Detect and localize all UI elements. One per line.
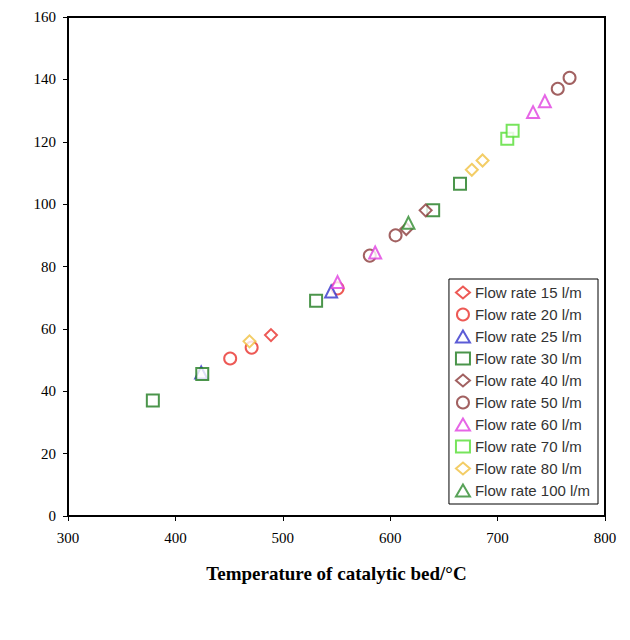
svg-text:Temperature of catalytic bed/°: Temperature of catalytic bed/°C: [206, 563, 466, 584]
svg-text:100: 100: [34, 196, 57, 212]
svg-text:Flow rate 80 l/m: Flow rate 80 l/m: [475, 460, 582, 477]
svg-text:Flow rate 25 l/m: Flow rate 25 l/m: [475, 328, 582, 345]
svg-text:Flow rate 50 l/m: Flow rate 50 l/m: [475, 394, 582, 411]
svg-text:Flow rate 30 l/m: Flow rate 30 l/m: [475, 350, 582, 367]
svg-text:Flow rate 100 l/m: Flow rate 100 l/m: [475, 482, 590, 499]
svg-text:60: 60: [41, 321, 56, 337]
svg-text:Flow rate 60 l/m: Flow rate 60 l/m: [475, 416, 582, 433]
svg-text:80: 80: [41, 259, 56, 275]
svg-text:500: 500: [272, 530, 295, 546]
svg-text:160: 160: [34, 9, 57, 25]
svg-text:700: 700: [486, 530, 509, 546]
svg-text:Flow rate 40 l/m: Flow rate 40 l/m: [475, 372, 582, 389]
svg-text:120: 120: [34, 134, 57, 150]
svg-text:40: 40: [41, 383, 56, 399]
svg-text:300: 300: [57, 530, 80, 546]
svg-text:400: 400: [164, 530, 187, 546]
svg-text:0: 0: [49, 508, 57, 524]
svg-text:800: 800: [594, 530, 617, 546]
svg-text:Flow rate 70 l/m: Flow rate 70 l/m: [475, 438, 582, 455]
svg-text:Flow rate 15 l/m: Flow rate 15 l/m: [475, 284, 582, 301]
svg-text:Flow rate 20 l/m: Flow rate 20 l/m: [475, 306, 582, 323]
svg-text:600: 600: [379, 530, 402, 546]
svg-text:20: 20: [41, 446, 56, 462]
svg-text:140: 140: [34, 71, 57, 87]
